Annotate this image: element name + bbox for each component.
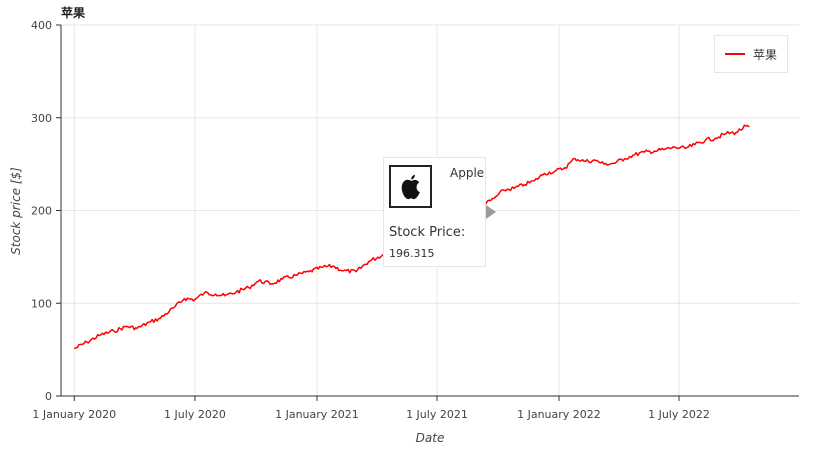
- tooltip-logo-frame: [389, 165, 432, 208]
- x-tick-label: 1 July 2022: [648, 408, 710, 421]
- x-tick-label: 1 July 2021: [406, 408, 468, 421]
- x-tick-label: 1 January 2022: [517, 408, 601, 421]
- legend[interactable]: 苹果: [714, 35, 788, 73]
- tooltip-arrow: [486, 205, 496, 219]
- y-tick-label: 0: [45, 390, 52, 403]
- legend-swatch: [725, 53, 745, 55]
- y-tick-label: 400: [31, 19, 52, 32]
- tooltip-value: 196.315: [389, 247, 435, 260]
- y-tick-label: 300: [31, 112, 52, 125]
- hover-tooltip: Apple Stock Price: 196.315: [383, 157, 486, 267]
- chart-title: 苹果: [61, 5, 85, 20]
- x-tick-label: 1 January 2020: [32, 408, 116, 421]
- y-tick-label: 100: [31, 297, 52, 310]
- y-tick-label: 200: [31, 205, 52, 218]
- tooltip-field-label: Stock Price:: [389, 225, 466, 240]
- x-tick-labels: 1 January 2020 1 July 2020 1 January 2021 1…: [32, 408, 709, 421]
- x-tick-label: 1 January 2021: [275, 408, 359, 421]
- legend-label: 苹果: [753, 47, 778, 62]
- y-tick-labels: 0 100 200 300 400: [31, 19, 52, 403]
- apple-logo-icon: [401, 174, 420, 199]
- x-tick-label: 1 July 2020: [164, 408, 226, 421]
- tooltip-company: Apple: [450, 166, 485, 180]
- y-axis-title: Stock price [$]: [9, 167, 23, 255]
- x-axis-title: Date: [416, 431, 445, 445]
- axes: [56, 24, 799, 401]
